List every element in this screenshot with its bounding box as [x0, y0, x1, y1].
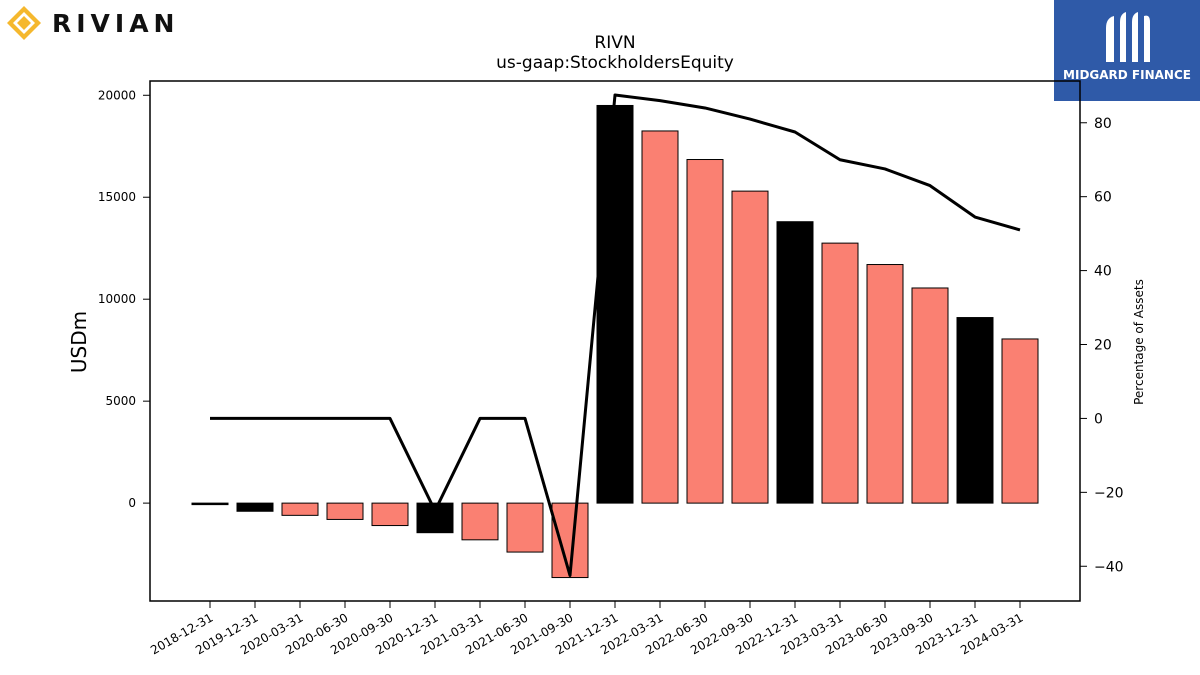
y-tick-label: 10000: [98, 292, 136, 306]
y2-tick-label: −20: [1094, 485, 1124, 501]
y-tick-label: 5000: [105, 394, 136, 408]
y2-tick-label: 60: [1094, 190, 1112, 206]
brand-name: RIVIAN: [52, 8, 180, 38]
bar-2022-06-30: [686, 159, 724, 504]
bar-2020-09-30: [371, 502, 409, 527]
y-tick-label: 20000: [98, 88, 136, 102]
bar-2022-12-31: [776, 221, 814, 504]
rivian-logo: RIVIAN: [6, 4, 179, 42]
bar-2021-06-30: [506, 502, 544, 553]
y2-tick-label: −40: [1094, 559, 1124, 575]
bar-2022-03-31: [641, 130, 679, 504]
y2-tick-label: 80: [1094, 116, 1112, 132]
y2-tick-label: 40: [1094, 264, 1112, 280]
chart-title: RIVN: [594, 33, 635, 53]
y2-axis-label: Percentage of Assets: [1132, 279, 1146, 405]
bar-series: [191, 104, 1039, 579]
bar-2023-06-30: [866, 264, 904, 504]
bar-2019-12-31: [236, 502, 274, 512]
chart-subtitle: us-gaap:StockholdersEquity: [496, 53, 734, 73]
bar-2020-03-31: [281, 502, 319, 516]
bar-2023-12-31: [956, 317, 994, 504]
x-axis-ticks: 2018-12-312019-12-312020-03-312020-06-30…: [148, 601, 1026, 657]
y2-axis-ticks: −40 −20 0 20 40 60 80: [1080, 116, 1124, 575]
bar-2018-12-31: [191, 502, 229, 506]
bar-2021-03-31: [461, 502, 499, 541]
bar-2023-03-31: [821, 242, 859, 504]
midgard-finance-label: MIDGARD FINANCE: [1063, 68, 1191, 82]
y2-tick-label: 0: [1094, 411, 1103, 427]
percentage-line-series: [209, 93, 1021, 577]
bar-2020-06-30: [326, 502, 364, 520]
y-tick-label: 15000: [98, 190, 136, 204]
rivian-diamond-icon: [7, 6, 41, 40]
y-tick-label: 0: [128, 496, 136, 510]
bar-2024-03-31: [1001, 338, 1039, 504]
midgard-logo-icon: [1106, 12, 1150, 63]
bar-2023-09-30: [911, 287, 949, 504]
bar-2021-12-31: [596, 104, 634, 504]
y-axis-label: USDm: [67, 311, 91, 373]
midgard-finance-watermark: MIDGARD FINANCE: [1054, 0, 1200, 101]
y2-tick-label: 20: [1094, 338, 1112, 354]
bar-2022-09-30: [731, 190, 769, 504]
y-axis-ticks: 0 5000 10000 15000 20000: [98, 88, 150, 510]
